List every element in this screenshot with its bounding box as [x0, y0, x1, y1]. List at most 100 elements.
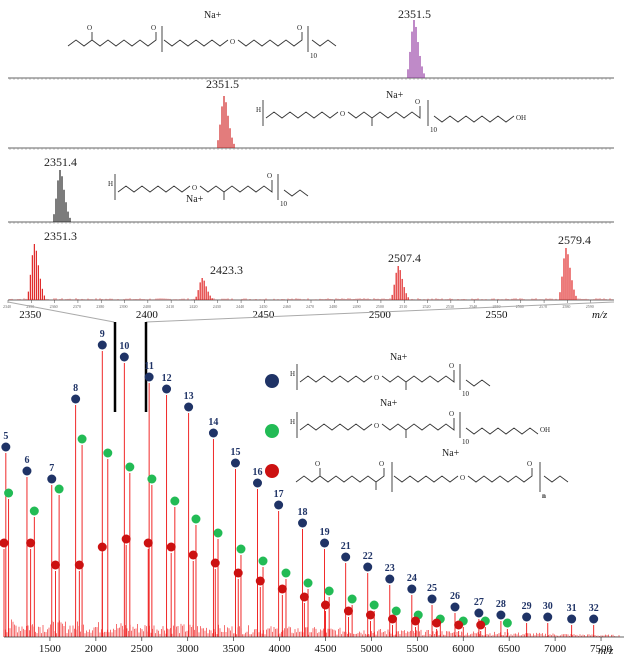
- marker-green: [236, 544, 246, 554]
- svg-text:O: O: [297, 24, 302, 32]
- zoom-minor-tick-label: 2580: [562, 304, 570, 309]
- svg-text:O: O: [267, 172, 272, 180]
- zoom-minor-tick-label: 2550: [492, 304, 500, 309]
- marker-green: [54, 484, 64, 494]
- oligomer-label: 26: [450, 591, 460, 602]
- zoom-peak-label-1: 2351.3: [44, 229, 77, 243]
- zoom-minor-tick-label: 2340: [3, 304, 11, 309]
- marker-green: [170, 496, 180, 506]
- svg-text:O: O: [374, 422, 379, 430]
- zoom-minor-tick-label: 2490: [353, 304, 361, 309]
- svg-text:OH: OH: [540, 426, 550, 434]
- marker-blue: [363, 562, 373, 572]
- oligomer-label: 12: [162, 373, 172, 384]
- marker-blue: [496, 610, 506, 620]
- marker-red: [320, 600, 330, 610]
- zoom-minor-tick-label: 2380: [96, 304, 104, 309]
- marker-green: [77, 434, 87, 444]
- marker-red: [432, 618, 442, 628]
- svg-text:O: O: [340, 110, 345, 118]
- full-spectrum-peaks: [3, 351, 595, 637]
- marker-red: [0, 538, 9, 548]
- zoom-minor-tick-label: 2480: [329, 304, 337, 309]
- marker-green: [281, 568, 291, 578]
- zoom-minor-tick-label: 2520: [423, 304, 431, 309]
- full-x-label: m/z: [598, 645, 614, 657]
- svg-text:O: O: [449, 410, 454, 418]
- oligomer-label: 27: [474, 597, 484, 608]
- zoom-major-ticks: 2350 2400 2450 2500 2550: [19, 309, 508, 321]
- oligomer-label: 13: [184, 391, 194, 402]
- marker-blue: [298, 518, 308, 528]
- oligomer-label: 32: [589, 603, 599, 614]
- legend-marker-green: [265, 424, 279, 438]
- oligomer-label: 7: [49, 463, 54, 474]
- svg-text:O: O: [151, 24, 156, 32]
- full-x-ticks: 1500 2000 2500 3000 3500 4000 4500 5000 5500 6000…: [39, 637, 613, 655]
- oligomer-label: 10: [119, 341, 129, 352]
- marker-red: [388, 614, 398, 624]
- zoom-minor-tick-label: 2450: [259, 304, 267, 309]
- svg-text:O: O: [230, 38, 235, 46]
- zoom-minor-tick-label: 2370: [73, 304, 81, 309]
- zoom-minor-tick-label: 2470: [306, 304, 314, 309]
- inset-1-structure: O O O O 10 Na+: [67, 10, 337, 60]
- inset-2-panel: 2351.5 H O O 10 OH Na+: [8, 77, 614, 150]
- zoom-peak-label-2: 2423.3: [210, 263, 243, 277]
- inset-2-isotope-peaks: [217, 96, 235, 148]
- oligomer-label: 22: [363, 551, 373, 562]
- x-tick-label: 3000: [177, 643, 200, 655]
- oligomer-label: 16: [253, 467, 263, 478]
- oligomer-label: 6: [24, 455, 29, 466]
- zoom-minor-tick-label: 2570: [539, 304, 547, 309]
- marker-green: [191, 514, 201, 524]
- full-series-markers: 5 6 7 8 9 10 11 12 13 14 15 16 17 18 19 21 22 23 24 25 26 27 2…: [0, 329, 599, 630]
- marker-blue: [184, 402, 194, 412]
- marker-blue: [385, 574, 395, 584]
- marker-red: [343, 606, 353, 616]
- inset-2-subscript: 10: [430, 126, 438, 134]
- zoom-minor-ticks: 2340235023602370238023902400241024202430…: [3, 300, 594, 309]
- svg-text:O: O: [315, 460, 320, 468]
- zoom-connector-right: [145, 301, 615, 323]
- zoom-minor-tick-label: 2420: [189, 304, 197, 309]
- marker-red: [255, 576, 265, 586]
- legend-subscript-3: n: [542, 492, 546, 500]
- legend-ion-2: Na+: [380, 398, 398, 409]
- oligomer-label: 24: [407, 573, 417, 584]
- marker-blue: [589, 614, 599, 624]
- svg-text:OH: OH: [516, 114, 526, 122]
- svg-text:O: O: [192, 184, 197, 192]
- zoom-peak-label-4: 2579.4: [558, 233, 591, 247]
- marker-red: [277, 584, 287, 594]
- oligomer-label: 18: [298, 507, 308, 518]
- marker-blue: [22, 466, 32, 476]
- marker-blue: [208, 428, 218, 438]
- oligomer-label: 28: [496, 599, 506, 610]
- legend: Na+ H O O 10 Na+ H O O 10 OH: [265, 352, 569, 500]
- x-tick-label: 5000: [360, 643, 383, 655]
- zoom-panel: 2340 2350 2360 2370 2380 2390 2400 2410 2420 2430…: [3, 229, 614, 321]
- marker-green: [213, 528, 223, 538]
- marker-green: [29, 506, 39, 516]
- zoom-x-label: m/z: [592, 309, 608, 321]
- marker-blue: [522, 612, 532, 622]
- oligomer-label: 5: [3, 431, 8, 442]
- svg-text:H: H: [256, 106, 261, 114]
- svg-text:O: O: [379, 460, 384, 468]
- inset-2-ion: Na+: [386, 90, 404, 101]
- oligomer-label: 9: [100, 329, 105, 340]
- svg-text:H: H: [290, 418, 295, 426]
- legend-structure-3: Na+ O O O O n: [295, 448, 569, 500]
- marker-red: [121, 534, 131, 544]
- marker-green: [324, 586, 334, 596]
- marker-red: [365, 610, 375, 620]
- marker-blue: [543, 612, 553, 622]
- marker-blue: [567, 614, 577, 624]
- inset-1-panel: 2351.5 O O O O 10 Na+: [8, 7, 614, 80]
- zoom-major-tick-label: 2500: [369, 309, 392, 321]
- x-tick-label: 3500: [223, 643, 246, 655]
- inset-2-ticks: [9, 148, 611, 150]
- marker-green: [502, 618, 512, 628]
- marker-green: [103, 448, 113, 458]
